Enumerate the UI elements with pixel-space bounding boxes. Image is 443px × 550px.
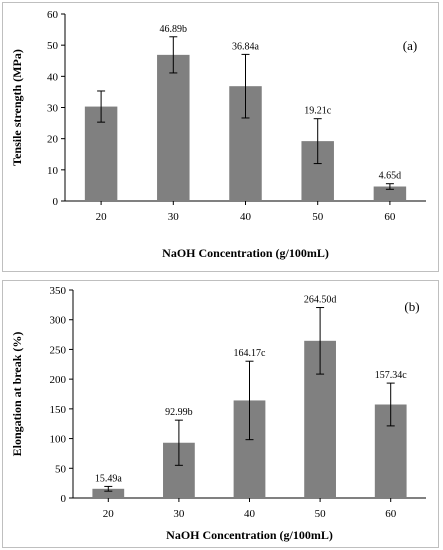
y-axis-title: Tensile strength (MPa) [10,49,24,166]
x-tick-label: 30 [173,508,185,520]
data-label: 4.65d [379,171,402,182]
x-tick-label: 60 [384,211,396,223]
y-tick-label: 30 [47,103,59,115]
y-axis-title: Elongation at break (%) [10,332,24,457]
chart-panel-a: 0 10 20 30 40 50 60 20 46.89b 30 36.84a 40 19.21c 50 4… [2,2,439,272]
x-tick-label: 20 [103,508,115,520]
y-tick-label: 50 [47,40,59,52]
y-tick-label: 100 [50,434,67,446]
y-tick-label: 200 [50,374,67,386]
x-tick-label: 50 [315,508,327,520]
x-tick-label: 20 [96,211,108,223]
x-tick-label: 30 [168,211,180,223]
x-tick-label: 60 [385,508,397,520]
bar [92,488,125,498]
data-label: 92.99b [165,407,193,418]
x-tick-label: 50 [312,211,324,223]
y-tick-label: 250 [50,344,67,356]
panel-label: (b) [404,299,419,314]
y-tick-label: 300 [50,315,67,327]
data-label: 36.84a [232,41,260,52]
data-label: 157.34c [375,370,408,381]
elongation-chart: 0 50 100 150 200 250 300 350 15.49a 20 92.99b 30 164… [10,285,426,542]
x-tick-label: 40 [244,508,256,520]
x-axis-title: NaOH Concentration (g/100mL) [162,246,329,260]
y-tick-label: 60 [47,9,59,21]
x-axis-title: NaOH Concentration (g/100mL) [166,528,333,542]
y-tick-label: 50 [55,463,67,475]
y-tick-label: 10 [47,165,59,177]
y-tick-label: 0 [61,493,67,505]
data-label: 264.50d [304,295,337,306]
y-tick-label: 20 [47,134,59,146]
y-tick-label: 150 [50,404,67,416]
x-tick-label: 40 [240,211,252,223]
data-label: 164.17c [234,348,267,359]
bar [373,186,407,201]
chart-panel-b: 0 50 100 150 200 250 300 350 15.49a 20 92.99b 30 164… [2,280,439,548]
y-tick-label: 350 [50,285,67,297]
y-tick-label: 0 [53,196,59,208]
data-label: 19.21c [304,106,332,117]
data-label: 15.49a [95,473,123,484]
bar [157,54,190,202]
tensile-strength-chart: 0 10 20 30 40 50 60 20 46.89b 30 36.84a 40 19.21c 50 4… [10,9,426,260]
panel-label: (a) [403,38,417,53]
y-tick-label: 40 [47,71,59,83]
data-label: 46.89b [160,24,188,35]
